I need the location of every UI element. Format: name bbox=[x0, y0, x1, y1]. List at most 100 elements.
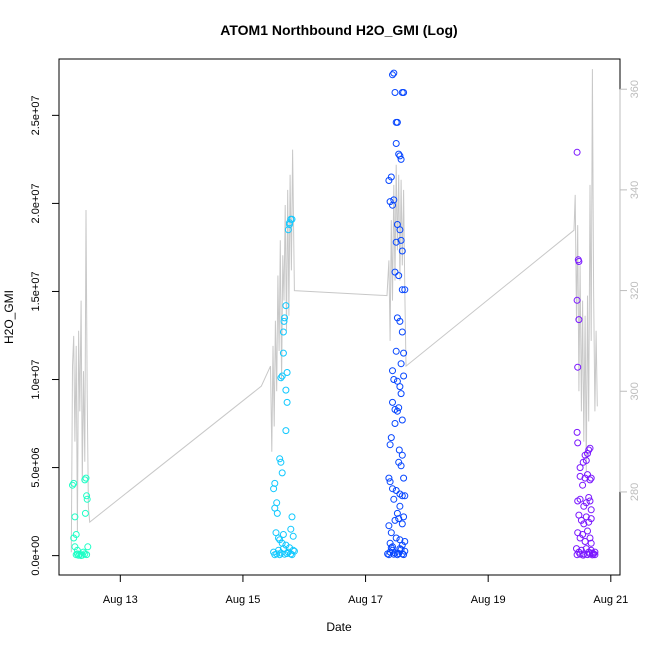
data-point bbox=[577, 546, 585, 554]
data-point bbox=[586, 534, 594, 542]
data-point bbox=[587, 515, 595, 523]
data-point bbox=[396, 502, 404, 510]
data-point bbox=[284, 226, 292, 234]
data-point bbox=[574, 439, 582, 447]
data-point bbox=[277, 458, 285, 466]
data-point bbox=[82, 474, 90, 482]
data-point bbox=[575, 316, 583, 324]
data-point bbox=[396, 317, 404, 325]
data-point bbox=[397, 546, 405, 553]
data-point bbox=[398, 328, 406, 336]
data-point bbox=[400, 372, 408, 380]
data-point bbox=[575, 258, 583, 265]
data-point bbox=[69, 481, 76, 489]
data-point bbox=[573, 148, 581, 156]
data-point bbox=[395, 404, 403, 412]
data-point bbox=[386, 539, 394, 547]
data-point bbox=[287, 525, 295, 533]
data-point bbox=[390, 495, 398, 503]
data-point bbox=[590, 550, 598, 558]
data-point bbox=[386, 478, 394, 486]
data-point bbox=[386, 198, 394, 206]
data-point bbox=[587, 506, 595, 514]
data-point bbox=[81, 509, 89, 517]
series-1 bbox=[270, 215, 298, 559]
data-point bbox=[579, 531, 587, 538]
data-point bbox=[271, 551, 279, 559]
data-point bbox=[398, 286, 406, 294]
data-point bbox=[396, 152, 404, 160]
y-tick-label: 1.5e+07 bbox=[30, 271, 42, 311]
data-point bbox=[584, 527, 591, 535]
data-point bbox=[576, 550, 584, 558]
data-point bbox=[389, 398, 396, 406]
data-point bbox=[385, 177, 393, 184]
data-point bbox=[387, 544, 395, 552]
data-point bbox=[385, 474, 393, 482]
data-point bbox=[401, 538, 409, 545]
x-tick-label: Aug 13 bbox=[103, 594, 138, 606]
data-point bbox=[398, 520, 406, 528]
data-point bbox=[391, 516, 399, 524]
y-tick-label: 2.5e+07 bbox=[30, 95, 42, 135]
data-point bbox=[395, 272, 403, 280]
data-point bbox=[286, 544, 293, 552]
data-point bbox=[391, 89, 399, 96]
data-point bbox=[586, 476, 594, 484]
data-point bbox=[577, 516, 585, 524]
data-point bbox=[270, 485, 278, 493]
data-point bbox=[279, 349, 287, 357]
data-point bbox=[386, 441, 394, 449]
data-point bbox=[585, 446, 593, 454]
y2-tick-label: 340 bbox=[629, 181, 641, 199]
data-point bbox=[587, 474, 595, 482]
plot-frame bbox=[58, 58, 621, 576]
series-0 bbox=[69, 474, 92, 559]
y2-tick-label: 280 bbox=[629, 483, 641, 501]
data-point bbox=[277, 374, 285, 382]
data-point bbox=[389, 71, 396, 79]
data-point bbox=[400, 513, 408, 521]
data-point bbox=[385, 522, 393, 530]
data-point bbox=[579, 481, 587, 489]
data-point bbox=[390, 376, 398, 383]
y2-tick-label: 320 bbox=[629, 281, 641, 299]
data-point bbox=[392, 238, 400, 246]
data-point bbox=[581, 538, 589, 545]
x-tick-label: Aug 15 bbox=[225, 594, 260, 606]
axes-layer: Aug 13 Aug 15 Aug 17 Aug 19 Aug 21 0.0e+00 5.0… bbox=[30, 80, 641, 606]
data-point bbox=[83, 495, 91, 503]
data-point bbox=[283, 550, 291, 557]
data-point bbox=[586, 497, 594, 505]
data-point bbox=[389, 367, 396, 375]
data-point bbox=[400, 89, 408, 96]
data-point bbox=[587, 539, 595, 547]
data-point bbox=[576, 464, 584, 472]
data-point bbox=[290, 547, 298, 555]
data-point bbox=[398, 492, 406, 500]
data-point bbox=[591, 548, 599, 556]
data-point bbox=[395, 515, 403, 523]
data-point bbox=[398, 416, 406, 424]
data-point bbox=[83, 551, 91, 559]
data-point bbox=[398, 451, 406, 459]
data-point bbox=[391, 268, 399, 276]
x-tick-label: Aug 21 bbox=[593, 594, 628, 606]
data-point bbox=[401, 547, 409, 555]
data-point bbox=[73, 550, 81, 558]
x-axis-label: Date bbox=[326, 620, 352, 634]
data-point bbox=[576, 472, 584, 480]
secondary-series-line bbox=[70, 69, 598, 553]
y2-tick-label: 360 bbox=[629, 80, 641, 98]
data-point bbox=[278, 469, 286, 477]
data-point bbox=[400, 474, 408, 482]
series-3 bbox=[573, 148, 599, 559]
data-point bbox=[84, 543, 92, 551]
data-point bbox=[81, 476, 89, 484]
data-point bbox=[397, 390, 405, 398]
data-point bbox=[390, 196, 398, 204]
y-tick-label: 0.0e+00 bbox=[30, 536, 42, 576]
data-point bbox=[390, 69, 398, 77]
